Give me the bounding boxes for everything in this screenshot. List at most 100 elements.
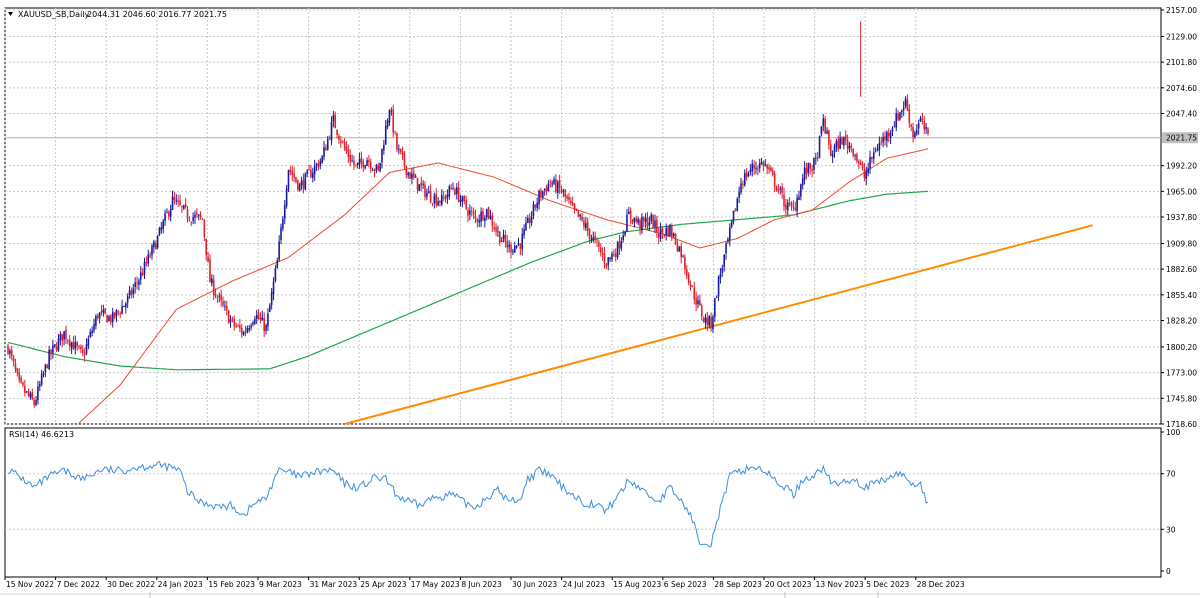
bottom-tabs[interactable] [0, 592, 1200, 598]
candle-body [130, 290, 133, 295]
candle-body [83, 354, 86, 356]
candle-body [747, 173, 750, 177]
candle-body [209, 259, 211, 283]
price-tick-label: 2047.40 [1166, 110, 1197, 119]
date-axis[interactable]: 15 Nov 2022 7 Dec 2022 30 Dec 2022 24 Jan 2… [4, 577, 965, 589]
price-tick-label: 2101.80 [1166, 58, 1197, 67]
price-axis[interactable]: 2157.00 2129.00 2101.80 2074.60 2047.40 1992.… [1161, 6, 1197, 429]
candle-body [429, 190, 432, 203]
candle-body [893, 126, 896, 128]
candle-body [863, 169, 866, 179]
rsi-panel[interactable] [4, 427, 1162, 578]
candle-body [59, 333, 62, 340]
candle-body [770, 168, 772, 171]
candle-body [216, 296, 219, 298]
candle-body [261, 317, 264, 321]
date-tick-label: 6 Sep 2023 [664, 580, 707, 589]
candle-body [513, 246, 516, 253]
rsi-path [7, 461, 929, 548]
candle-body [27, 391, 30, 396]
candle-body [749, 170, 752, 173]
candle-body [549, 182, 552, 184]
candle-body [805, 167, 808, 175]
candle-body [635, 218, 638, 222]
candle-body [235, 326, 237, 327]
candle-body [38, 384, 41, 387]
candle-body [665, 228, 668, 236]
candle-body [386, 120, 389, 128]
candle-body [715, 297, 718, 299]
candle-body [478, 220, 481, 223]
candle-body [742, 184, 744, 186]
triangle-down-icon[interactable] [8, 12, 13, 16]
candle-body [889, 132, 892, 138]
candle-body [555, 179, 557, 192]
candle-body [227, 310, 230, 324]
candle-body [758, 163, 761, 169]
price-tick-label: 1718.60 [1166, 420, 1197, 429]
candle-body [239, 325, 241, 329]
candle-body [20, 377, 22, 382]
trendline[interactable] [344, 224, 1093, 425]
candle-body [669, 224, 671, 237]
candle-body [674, 233, 677, 245]
candle-body [356, 162, 359, 165]
candle-body [145, 262, 148, 263]
candle-body [558, 180, 561, 189]
candle-body [10, 350, 13, 357]
candle-body [9, 350, 11, 354]
candle-body [457, 186, 460, 202]
candle-body [684, 256, 686, 270]
candle-body [272, 281, 275, 294]
candle-body [121, 306, 123, 314]
candle-body [564, 189, 567, 197]
candle-body [46, 364, 49, 369]
candle-body [190, 221, 193, 223]
candle-body [818, 135, 821, 158]
ohlc-label: 2044.31 2046.60 2016.77 2021.75 [87, 10, 227, 19]
candle-body [656, 219, 658, 233]
candle-body [771, 170, 774, 175]
candle-body [661, 228, 664, 233]
candle-body [568, 196, 570, 200]
candle-body [162, 221, 165, 229]
candle-body [383, 144, 385, 151]
candle-body [280, 227, 282, 240]
candle-body [233, 319, 236, 326]
candle-body [306, 170, 308, 174]
candle-body [757, 168, 759, 170]
candle-body [225, 306, 228, 310]
candle-body [469, 210, 471, 215]
candle-body [398, 148, 400, 150]
candle-body [599, 247, 602, 253]
candle-body [160, 227, 163, 230]
candle-body [72, 341, 75, 350]
candle-body [55, 346, 58, 351]
candle-body [218, 295, 221, 297]
rsi-axis: 100 70 30 0 [1161, 428, 1181, 576]
candle-body [12, 357, 15, 362]
candle-body [734, 209, 737, 212]
candle-body [723, 254, 725, 267]
candle-body [914, 132, 916, 137]
candle-body [276, 260, 279, 269]
candle-body [678, 247, 681, 252]
candle-body [254, 319, 256, 324]
candle-body [646, 217, 649, 227]
candle-body [470, 211, 473, 212]
candle-body [745, 172, 748, 178]
candle-body [540, 190, 542, 197]
candle-body [491, 214, 494, 226]
candle-body [181, 206, 183, 207]
candle-body [37, 386, 39, 401]
rsi-line [7, 461, 929, 548]
candle-body [40, 374, 43, 385]
candle-body [110, 315, 112, 323]
candle-body [719, 273, 722, 279]
candle-body [753, 164, 755, 169]
rsi-tick-label: 100 [1166, 428, 1181, 437]
candle-body [650, 214, 653, 222]
candle-body [609, 257, 611, 259]
date-tick-label: 28 Sep 2023 [714, 580, 762, 589]
